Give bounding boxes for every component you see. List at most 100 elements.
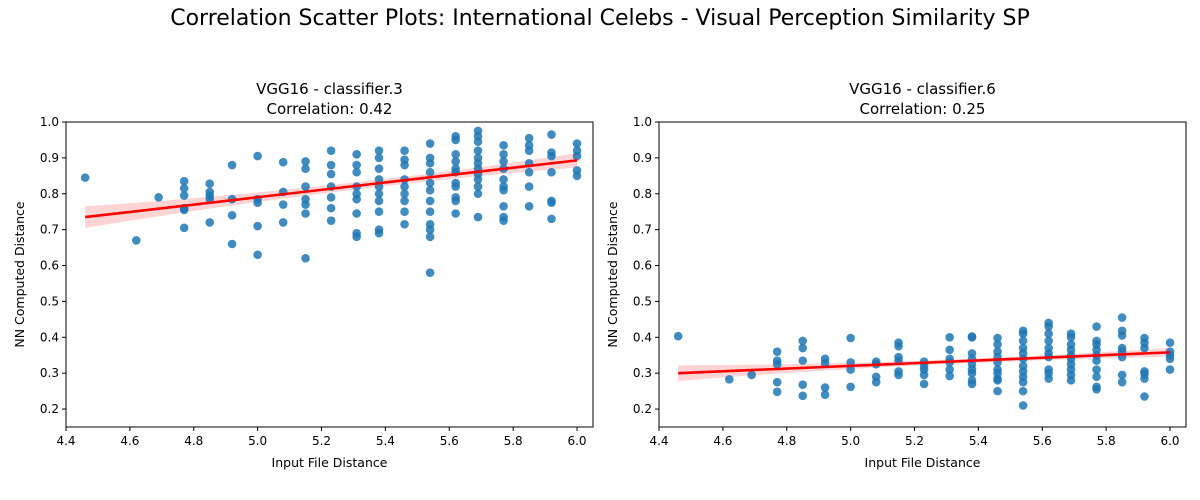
data-points bbox=[673, 313, 1175, 410]
data-point bbox=[425, 232, 435, 242]
data-point bbox=[451, 209, 460, 218]
data-point bbox=[473, 182, 483, 191]
x-tick-label: 5.2 bbox=[905, 434, 924, 448]
data-point bbox=[967, 332, 977, 342]
y-tick-label: 0.6 bbox=[633, 259, 652, 273]
data-point bbox=[967, 379, 977, 389]
data-point bbox=[820, 383, 830, 392]
data-point bbox=[572, 151, 582, 161]
data-point bbox=[993, 333, 1002, 343]
data-point bbox=[1117, 370, 1127, 380]
data-point bbox=[301, 254, 310, 263]
data-point bbox=[425, 185, 435, 195]
data-point bbox=[820, 390, 830, 400]
data-point bbox=[499, 202, 508, 211]
data-point bbox=[301, 157, 310, 166]
data-point bbox=[846, 365, 855, 374]
data-point bbox=[374, 153, 384, 163]
y-tick-label: 0.8 bbox=[633, 187, 652, 201]
data-point bbox=[919, 370, 929, 380]
data-point bbox=[547, 198, 556, 208]
data-point bbox=[179, 205, 189, 215]
x-tick-label: 5.4 bbox=[376, 434, 395, 448]
data-point bbox=[253, 151, 262, 161]
data-point bbox=[326, 216, 336, 225]
data-point bbox=[451, 157, 460, 166]
y-tick-label: 0.4 bbox=[633, 330, 652, 344]
chart-title: VGG16 - classifier.3 bbox=[256, 80, 403, 98]
data-point bbox=[894, 341, 903, 351]
data-point bbox=[425, 207, 435, 217]
data-point bbox=[326, 193, 336, 202]
data-point bbox=[547, 130, 556, 139]
data-point bbox=[326, 146, 336, 156]
data-point bbox=[374, 175, 384, 184]
y-tick-label: 0.4 bbox=[40, 330, 59, 344]
x-tick-label: 5.0 bbox=[248, 434, 267, 448]
x-tick-label: 4.4 bbox=[649, 434, 668, 448]
data-point bbox=[993, 386, 1002, 396]
data-point bbox=[1117, 331, 1127, 340]
figure-title: Correlation Scatter Plots: International… bbox=[170, 6, 1030, 31]
data-point bbox=[1018, 386, 1028, 396]
data-point bbox=[499, 157, 508, 166]
data-point bbox=[425, 268, 435, 278]
y-tick-label: 0.8 bbox=[40, 187, 59, 201]
x-axis-label: Input File Distance bbox=[272, 455, 388, 470]
data-point bbox=[1117, 313, 1127, 322]
data-point bbox=[945, 365, 954, 374]
y-axis-label: NN Computed Distance bbox=[12, 201, 27, 348]
data-point bbox=[400, 189, 409, 199]
data-point bbox=[1165, 365, 1175, 374]
data-point bbox=[352, 209, 361, 218]
data-point bbox=[278, 218, 288, 227]
data-point bbox=[179, 184, 189, 193]
data-point bbox=[278, 157, 288, 167]
data-point bbox=[772, 359, 782, 369]
data-point bbox=[374, 164, 384, 173]
data-point bbox=[499, 216, 508, 225]
chart-panel-1: 4.4 4.6 4.8 5.0 5.2 5.4 5.6 5.8 6.0 0.2 0.3 0.4 0.5 0… bbox=[12, 80, 594, 470]
data-point bbox=[1140, 343, 1149, 353]
data-point bbox=[871, 377, 881, 387]
data-point bbox=[400, 182, 409, 191]
data-point bbox=[945, 345, 954, 355]
data-point bbox=[798, 356, 808, 365]
data-point bbox=[400, 160, 409, 170]
data-point bbox=[1044, 329, 1053, 339]
data-point bbox=[524, 167, 534, 177]
y-tick-label: 0.3 bbox=[40, 366, 59, 380]
data-point bbox=[374, 189, 384, 199]
data-point bbox=[425, 178, 435, 188]
data-point bbox=[798, 343, 808, 353]
data-point bbox=[352, 149, 361, 159]
y-tick-label: 1.0 bbox=[40, 115, 59, 129]
y-tick-label: 0.2 bbox=[40, 402, 59, 416]
data-point bbox=[993, 376, 1002, 385]
y-tick-label: 0.6 bbox=[40, 259, 59, 273]
x-tick-label: 5.2 bbox=[312, 434, 331, 448]
data-point bbox=[154, 193, 163, 202]
y-tick-label: 0.5 bbox=[633, 294, 652, 308]
data-point bbox=[1092, 356, 1101, 365]
data-point bbox=[499, 175, 508, 184]
data-point bbox=[772, 377, 782, 387]
data-point bbox=[1018, 336, 1028, 346]
data-point bbox=[798, 336, 808, 346]
data-point bbox=[547, 167, 556, 177]
x-tick-label: 5.4 bbox=[969, 434, 988, 448]
y-tick-label: 0.5 bbox=[40, 294, 59, 308]
data-point bbox=[1165, 338, 1175, 347]
x-tick-label: 4.6 bbox=[120, 434, 139, 448]
data-point bbox=[374, 207, 384, 217]
data-point bbox=[1018, 329, 1028, 339]
data-point bbox=[724, 374, 734, 384]
data-point bbox=[473, 146, 483, 156]
data-point bbox=[352, 160, 361, 170]
data-point bbox=[572, 171, 582, 181]
data-point bbox=[1044, 374, 1053, 383]
data-point bbox=[524, 202, 534, 211]
data-point bbox=[1092, 365, 1101, 374]
data-point bbox=[1092, 385, 1101, 394]
